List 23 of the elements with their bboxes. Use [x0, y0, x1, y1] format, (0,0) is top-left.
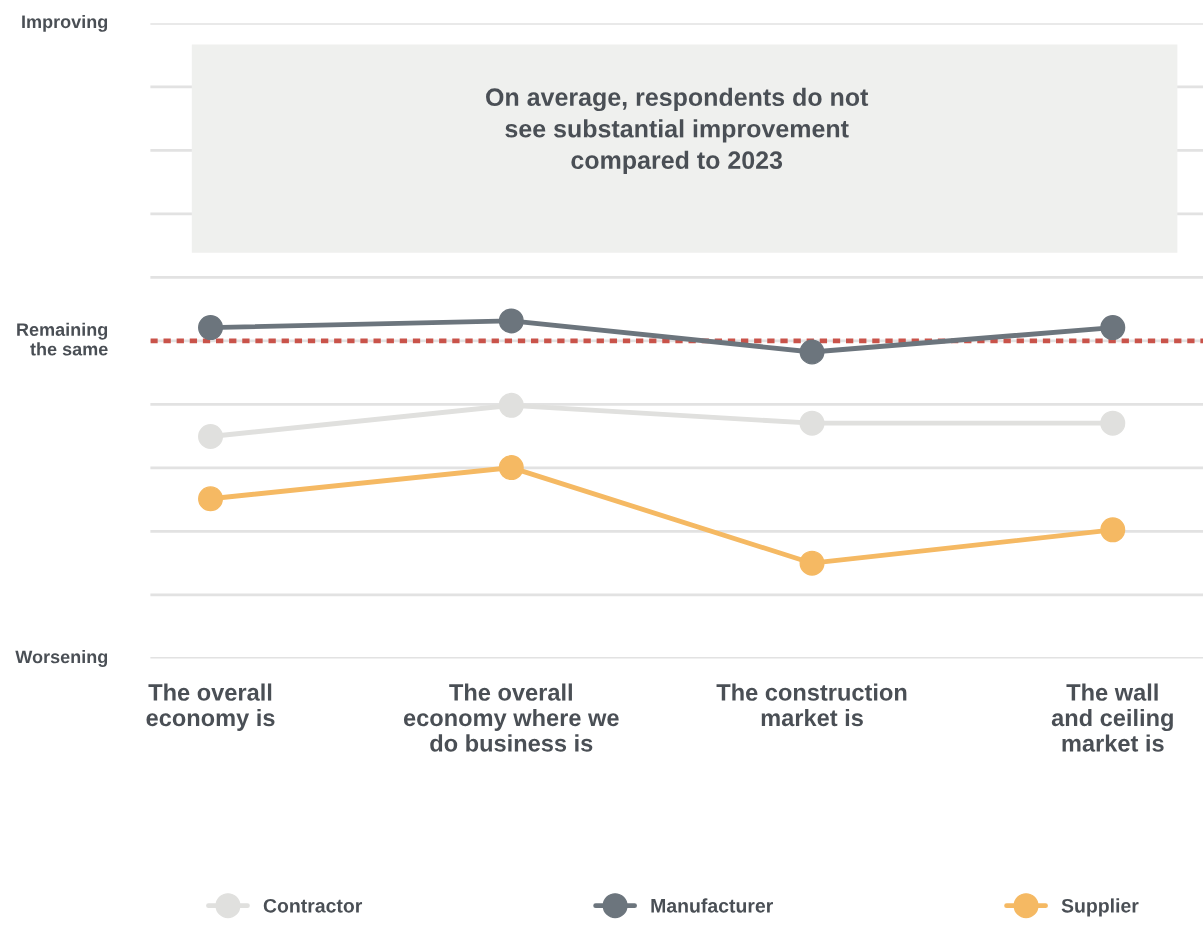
- x-tick-label: The wall and ceiling market is: [1051, 683, 1173, 752]
- text: Remaining the same: [17, 322, 108, 356]
- point: [1100, 517, 1126, 543]
- x-tick-label: The overall economy where we do business is: [403, 683, 619, 752]
- point: [1100, 410, 1126, 436]
- x-tick-label: The overall economy is: [146, 683, 275, 731]
- point: [498, 308, 524, 334]
- point: [799, 410, 825, 436]
- point: [198, 486, 224, 512]
- point: [198, 423, 224, 449]
- text: Worsening: [15, 650, 108, 667]
- legend-label: Manufacturer: [651, 898, 773, 913]
- point: [498, 392, 524, 418]
- text: Improving: [22, 14, 108, 32]
- x-tick-label: The construction market is: [716, 683, 907, 727]
- point: [498, 455, 524, 481]
- point: [799, 550, 825, 576]
- legend-label: Contractor: [263, 898, 363, 913]
- point: [1100, 315, 1126, 341]
- point: [198, 315, 224, 341]
- point: [799, 339, 825, 365]
- legend-label: Supplier: [1061, 898, 1139, 917]
- band-label: On average, respondents do not see substantial improvement compared to 2023: [486, 87, 869, 175]
